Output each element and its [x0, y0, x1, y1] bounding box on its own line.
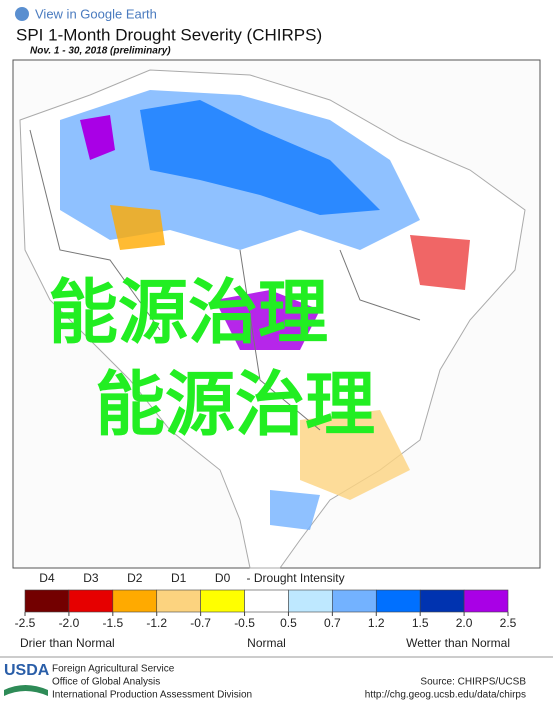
legend-swatch — [68, 589, 114, 613]
legend-tick-label: -1.5 — [102, 616, 123, 630]
legend-tick-label: -2.0 — [59, 616, 80, 630]
drought-class-title: - Drought Intensity — [247, 571, 345, 585]
drought-class: D2 — [127, 571, 143, 585]
moderate-dry — [300, 410, 410, 500]
legend-swatch — [24, 589, 70, 613]
drought-class: D0 — [215, 571, 231, 585]
legend-tick-label: -2.5 — [15, 616, 36, 630]
legend-tick-label: 2.5 — [500, 616, 517, 630]
legend-swatch — [288, 589, 333, 613]
legend-tick-label: 2.0 — [456, 616, 473, 630]
title: SPI 1-Month Drought Severity (CHIRPS) — [16, 25, 322, 44]
legend-swatch — [156, 589, 201, 613]
legend-description: Drier than Normal — [20, 636, 115, 650]
source: Source: CHIRPS/UCSB — [420, 677, 526, 688]
drought-class: D1 — [171, 571, 187, 585]
borders — [29, 129, 421, 431]
logo-mark — [4, 685, 48, 696]
agency-line: International Production Assessment Divi… — [52, 690, 252, 701]
google-earth-link[interactable]: View in Google Earth — [35, 6, 157, 21]
overlay-text: 能源治理 — [95, 365, 375, 443]
legend-tick-label: -1.2 — [146, 616, 167, 630]
legend-description: Normal — [247, 636, 286, 650]
legend-description: Wetter than Normal — [406, 636, 510, 650]
legend-swatch — [419, 589, 465, 613]
legend: -2.5 -2.0 -1.5 -1.2 -0.7 -0.5 0.5 0.7 1.2 1.5 2.0 2… — [15, 571, 517, 650]
overlay: 能源治理 能源治理 — [48, 273, 375, 443]
dry-region — [110, 205, 165, 250]
legend-tick-label: -0.5 — [234, 616, 255, 630]
subtitle: Nov. 1 - 30, 2018 (preliminary) — [30, 46, 171, 57]
dry-region-2 — [410, 235, 470, 290]
legend-swatch — [375, 589, 421, 613]
extreme-wet-2 — [215, 290, 320, 350]
drought-class: D3 — [83, 571, 99, 585]
map — [12, 59, 541, 569]
legend-swatch — [463, 589, 509, 613]
legend-swatch — [200, 589, 245, 613]
earth-icon[interactable] — [15, 7, 29, 21]
legend-tick-label: 1.2 — [368, 616, 385, 630]
legend-tick-label: 0.7 — [324, 616, 341, 630]
legend-tick-label: 1.5 — [412, 616, 429, 630]
agency-line: Foreign Agricultural Service — [52, 664, 175, 675]
legend-swatch — [112, 589, 158, 613]
agency-line: Office of Global Analysis — [52, 677, 160, 688]
source-url[interactable]: http://chg.geog.ucsb.edu/data/chirps — [365, 690, 526, 701]
legend-tick-label: 0.5 — [280, 616, 297, 630]
legend-swatch — [244, 589, 289, 613]
wet-south — [270, 490, 320, 530]
extreme-wet — [80, 115, 115, 160]
very-wet-region — [140, 100, 380, 215]
legend-swatch — [332, 589, 377, 613]
overlay-text: 能源治理 — [48, 273, 328, 351]
usda-logo: USDA — [4, 662, 50, 679]
drought-class: D4 — [39, 571, 55, 585]
legend-tick-label: -0.7 — [190, 616, 211, 630]
